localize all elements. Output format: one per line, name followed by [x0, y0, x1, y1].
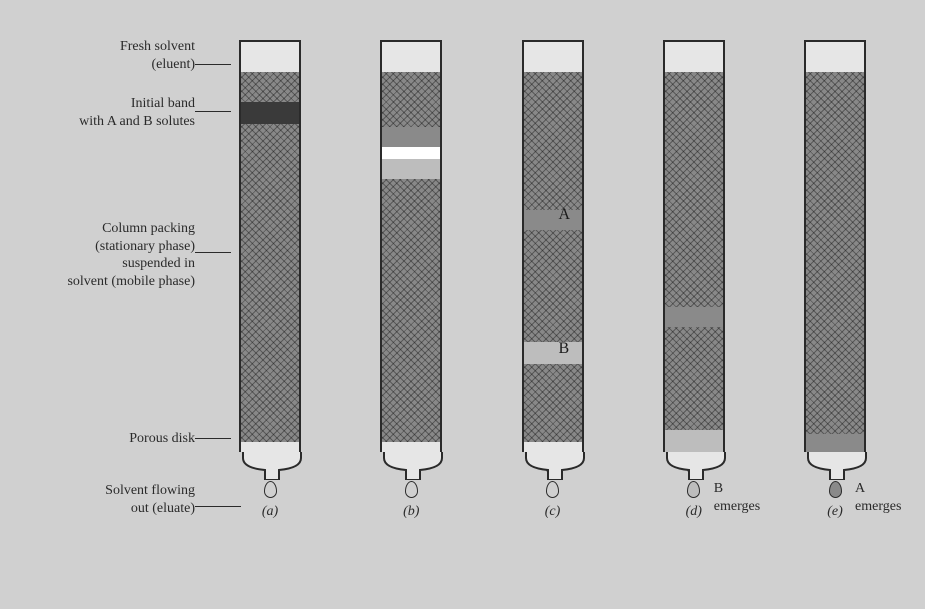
label-column-packing: Column packing (stationary phase) suspen…: [67, 220, 195, 290]
seg-eluent: [382, 42, 440, 72]
a-emerges-text: A emerges: [855, 480, 901, 515]
label-line: Fresh solvent: [120, 38, 195, 56]
column-b: [380, 40, 442, 452]
droplet-icon: [546, 481, 559, 498]
label-line: Porous disk: [129, 430, 195, 448]
label-line: with A and B solutes: [79, 113, 195, 131]
label-line: suspended in: [67, 255, 195, 273]
seg-eluent: [524, 42, 582, 72]
seg-eluent: [241, 42, 299, 72]
column-a: [239, 40, 301, 452]
droplet-icon: [264, 481, 277, 498]
seg-solute-a: [665, 307, 723, 327]
label-fresh-solvent: Fresh solvent (eluent): [120, 38, 195, 73]
label-initial-band: Initial band with A and B solutes: [79, 95, 195, 130]
chromatography-figure: Fresh solvent (eluent) Initial band with…: [20, 20, 905, 589]
seg-eluent: [806, 42, 864, 72]
band-label-b: B: [559, 340, 570, 358]
label-line: Initial band: [79, 95, 195, 113]
seg-porous-disk: [382, 442, 440, 452]
label-line: (eluent): [120, 56, 195, 74]
columns-row: (a) (b): [210, 40, 895, 559]
emerges-word: emerges: [714, 499, 760, 514]
panel-label-b: (b): [403, 504, 419, 520]
column-e-wrap: A emerges (e): [775, 40, 895, 520]
droplet-icon: [405, 481, 418, 498]
label-line: out (eluate): [105, 500, 195, 518]
label-line: Column packing: [67, 220, 195, 238]
label-line: Solvent flowing: [105, 482, 195, 500]
droplet-icon: [829, 481, 842, 498]
panel-label-d: (d): [686, 504, 702, 520]
seg-solute-a: [524, 210, 582, 230]
seg-solute-b: [665, 430, 723, 452]
seg-initial-band: [241, 102, 299, 124]
seg-solute-b: [382, 159, 440, 179]
label-line: (stationary phase): [67, 238, 195, 256]
label-porous-disk: Porous disk: [129, 430, 195, 448]
band-label-a: A: [559, 206, 571, 224]
droplet-icon: [687, 481, 700, 498]
column-e: [804, 40, 866, 452]
seg-eluent: [665, 42, 723, 72]
column-a-wrap: (a): [210, 40, 330, 520]
column-c-wrap: A B (c): [493, 40, 613, 520]
seg-gap: [382, 147, 440, 159]
column-b-wrap: (b): [351, 40, 471, 520]
emerges-a-letter: A: [855, 481, 865, 496]
column-d: [663, 40, 725, 452]
seg-porous-disk: [241, 442, 299, 452]
seg-solute-a: [806, 434, 864, 452]
emerges-word: emerges: [855, 499, 901, 514]
label-eluate: Solvent flowing out (eluate): [105, 482, 195, 517]
seg-solute-b: [524, 342, 582, 364]
panel-label-e: (e): [827, 504, 843, 520]
panel-label-c: (c): [545, 504, 561, 520]
panel-label-a: (a): [262, 504, 278, 520]
emerges-b-letter: B: [714, 481, 723, 496]
b-emerges-text: B emerges: [714, 480, 760, 515]
column-c: [522, 40, 584, 452]
seg-solute-a: [382, 127, 440, 147]
label-line: solvent (mobile phase): [67, 273, 195, 291]
column-d-wrap: B emerges (d): [634, 40, 754, 520]
seg-porous-disk: [524, 442, 582, 452]
